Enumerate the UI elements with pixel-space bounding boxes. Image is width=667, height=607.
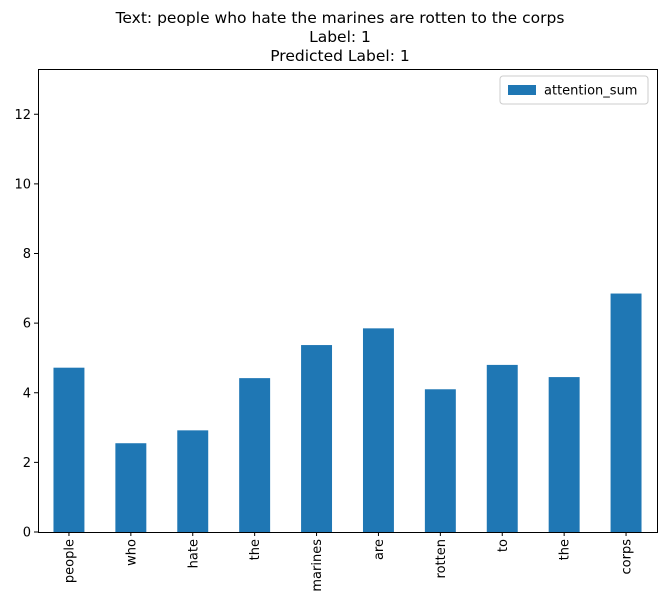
x-axis: people who hate the marines are rotten to the cor…: [62, 532, 635, 592]
y-tick-label: 12: [14, 108, 31, 123]
x-tick-label: people: [62, 539, 77, 583]
y-tick-label: 2: [23, 456, 31, 471]
bars-group: [53, 293, 642, 532]
y-tick-label: 0: [23, 526, 31, 541]
y-axis: 0 2 4 6 8 10 12: [14, 108, 38, 541]
bar-are: [362, 328, 394, 532]
x-tick-label: the: [248, 539, 263, 560]
y-tick-label: 4: [23, 386, 31, 401]
x-tick-label: who: [124, 539, 139, 566]
bar-to: [486, 364, 518, 532]
plot-frame: [38, 69, 658, 533]
y-tick-label: 6: [23, 317, 31, 332]
x-tick-label: hate: [186, 539, 201, 568]
y-tick-label: 10: [14, 177, 31, 192]
bar-marines: [301, 345, 333, 532]
bar-the: [548, 377, 580, 532]
legend-label: attention_sum: [544, 84, 637, 99]
legend: attention_sum: [499, 75, 649, 105]
x-tick-label: the: [558, 539, 573, 560]
bar-who: [115, 443, 147, 532]
bar-rotten: [424, 389, 456, 532]
x-tick-label: corps: [620, 539, 635, 575]
bar-people: [53, 367, 85, 532]
x-tick-label: rotten: [434, 539, 449, 578]
x-tick-label: marines: [310, 539, 325, 592]
x-tick-label: to: [496, 539, 511, 552]
title-line-label: Label: 1: [309, 28, 371, 46]
title-line-predicted: Predicted Label: 1: [270, 47, 410, 65]
title-line-text: Text: people who hate the marines are ro…: [115, 9, 565, 27]
chart-title: Text: people who hate the marines are ro…: [38, 9, 642, 66]
bar-corps: [610, 293, 642, 532]
x-tick-label: are: [372, 539, 387, 560]
legend-box: [499, 75, 649, 105]
legend-swatch: [508, 85, 536, 95]
bar-the: [239, 378, 271, 532]
y-tick-label: 8: [23, 247, 31, 262]
bar-hate: [177, 430, 209, 532]
